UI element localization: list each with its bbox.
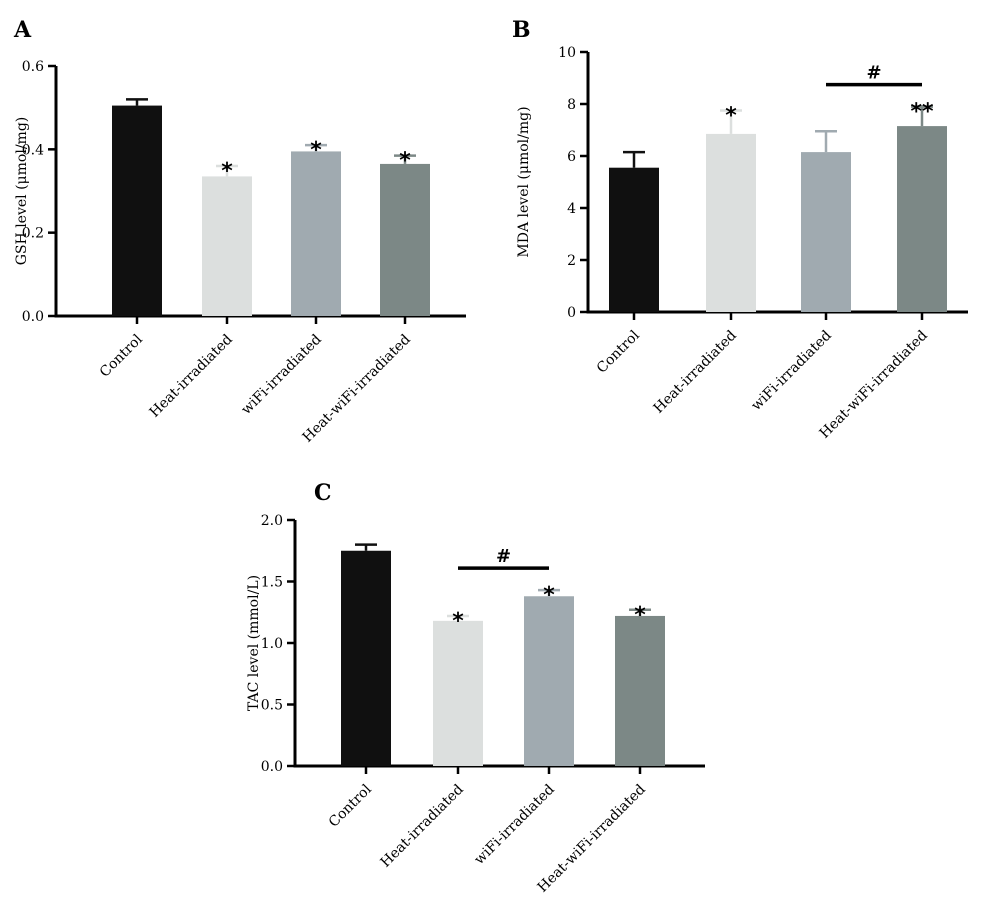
y-tick-label: 0.0 [261,759,283,775]
y-tick-label: 0.6 [22,59,44,75]
y-tick-label: 6 [567,149,576,165]
x-tick-label: Control [326,781,375,830]
bar-wifi-irradiated [291,151,341,316]
y-axis-label: TAC level (mmol/L) [246,575,262,711]
bar-control [609,167,659,312]
chart-panel-c: C 0.0 0.5 1.0 1.5 2.0 TAC level (mmol/L) Contro… [246,480,705,896]
y-tick-label: 2 [567,253,576,269]
bar-heat-wifi-irradiated [380,163,430,316]
y-axis-label: MDA level (μmol/mg) [516,106,532,257]
x-tick-label: Control [594,327,643,376]
y-tick-label: 0 [567,305,576,321]
significance-marker: * [543,583,555,608]
y-tick-label: 10 [558,45,576,61]
chart-panel-b: B 0 2 4 6 8 10 MDA level (μmol/mg) Control Heat-i… [512,17,968,442]
x-tick-label: Control [97,331,146,380]
y-tick-label: 0.4 [22,142,44,158]
x-tick-label: wiFi-irradiated [748,327,834,413]
y-tick-label: 0.2 [22,226,44,242]
x-tick-label: Heat-wiFi-irradiated [817,327,931,441]
panel-letter: B [512,17,531,43]
significance-marker: * [399,149,411,174]
bar-heat-irradiated [433,620,483,766]
significance-marker: ** [910,100,934,125]
bar-control [341,550,391,766]
bar-heat-irradiated [202,176,252,316]
bar-heat-irradiated [706,133,756,312]
panel-letter: A [13,17,32,43]
x-tick-label: wiFi-irradiated [471,781,557,867]
y-tick-label: 8 [567,97,576,113]
comparison-marker: # [496,546,511,567]
x-tick-label: Heat-irradiated [378,781,467,870]
bar-heat-wifi-irradiated [897,126,947,312]
significance-marker: * [725,104,737,129]
comparison-marker: # [866,63,881,84]
x-tick-label: wiFi-irradiated [238,331,324,417]
y-tick-label: 1.5 [261,575,283,591]
y-tick-label: 0.0 [22,309,44,325]
bar-heat-wifi-irradiated [615,615,665,766]
x-tick-label: Heat-irradiated [651,327,740,416]
bar-wifi-irradiated [524,596,574,766]
significance-marker: * [221,159,233,184]
x-tick-label: Heat-irradiated [147,331,236,420]
y-tick-label: 0.5 [261,698,283,714]
y-tick-label: 2.0 [261,513,283,529]
bar-wifi-irradiated [801,152,851,312]
bar-control [112,105,162,316]
significance-marker: * [310,138,322,163]
chart-panel-a: A 0.0 0.2 0.4 0.6 GSH level (μmol/mg) Control H… [13,17,466,446]
y-tick-label: 1.0 [261,636,283,652]
panel-letter: C [314,480,332,506]
y-tick-label: 4 [567,201,576,217]
y-axis-label: GSH level (μmol/mg) [14,117,30,265]
significance-marker: * [452,609,464,634]
significance-marker: * [634,603,646,628]
